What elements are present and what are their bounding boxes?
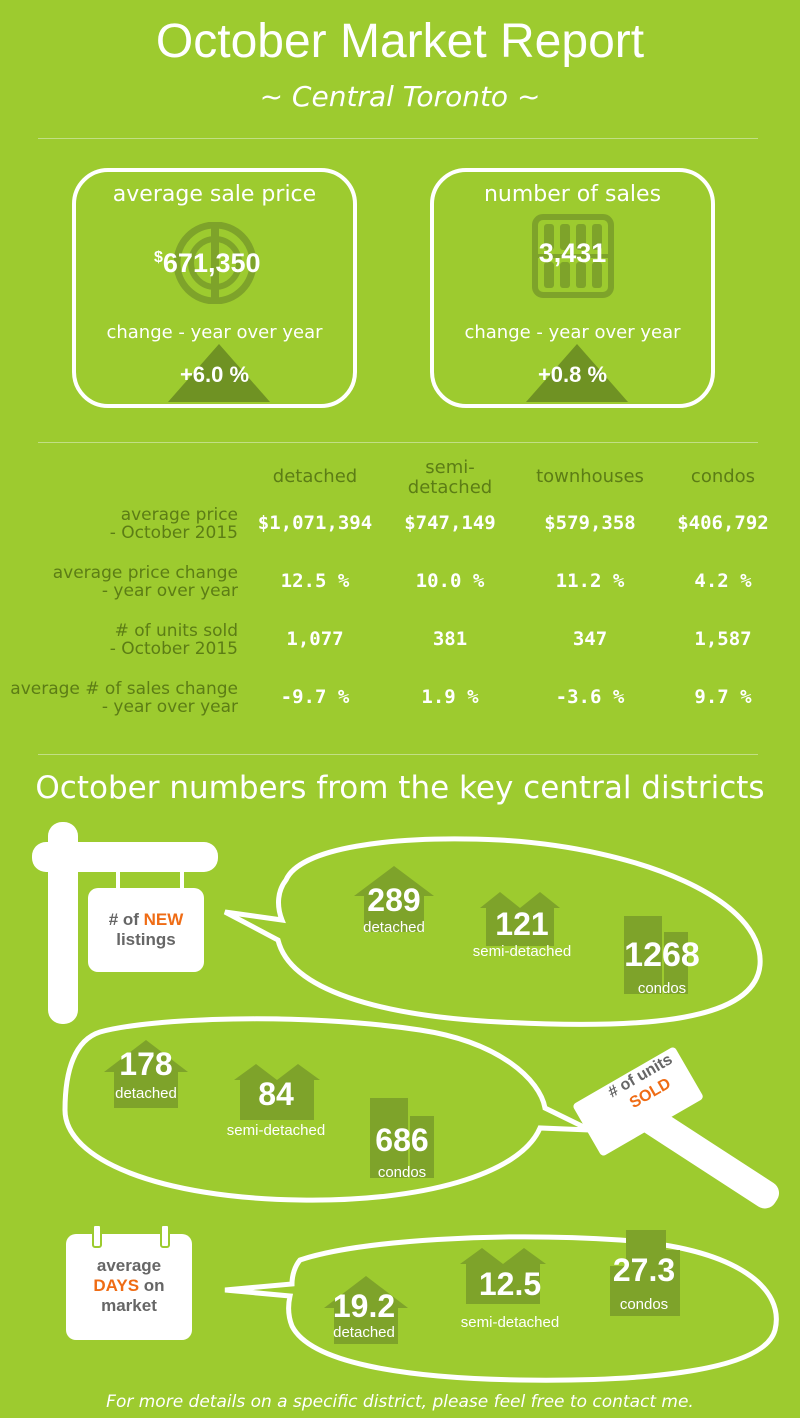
sign-line: listings xyxy=(116,930,176,949)
divider xyxy=(38,138,758,139)
calendar-ring xyxy=(160,1224,170,1248)
table-cell: 11.2 % xyxy=(555,570,625,592)
column-header: townhouses xyxy=(536,466,644,487)
up-arrow-icon xyxy=(168,344,270,402)
table-cell: 10.0 % xyxy=(415,570,485,592)
sales-change-value: +0.8 % xyxy=(537,362,608,387)
column-header: semi- detached xyxy=(407,457,493,498)
condo-building-icon xyxy=(370,1098,434,1178)
table-cell: 381 xyxy=(432,628,468,650)
table-cell: 4.2 % xyxy=(694,570,752,592)
row-label-line: - October 2015 xyxy=(109,523,238,543)
units-sold-detached-value: 178 xyxy=(119,1046,173,1082)
change-label: change - year over year xyxy=(464,322,681,343)
house-icon xyxy=(104,1040,188,1108)
number-of-sales-value: 3,431 xyxy=(538,238,607,268)
days-detached-label: detached xyxy=(333,1324,395,1341)
number-of-sales-card: number of sales 3,431 change - year over… xyxy=(430,168,715,408)
table-cell: $406,792 xyxy=(677,512,769,534)
condo-building-icon xyxy=(624,916,688,994)
row-label: average price - October 2015 xyxy=(0,506,238,542)
change-label: change - year over year xyxy=(106,322,323,343)
currency-symbol: $ xyxy=(154,249,163,266)
new-listings-condos-value: 1268 xyxy=(624,936,700,974)
up-arrow-icon xyxy=(526,344,628,402)
table-cell: 1,587 xyxy=(694,628,752,650)
card-title: average sale price xyxy=(112,182,317,207)
row-label: # of units sold - October 2015 xyxy=(0,622,238,658)
sign-accent: NEW xyxy=(143,910,184,929)
new-listings-semi-value: 121 xyxy=(495,906,549,942)
days-condos-value: 27.3 xyxy=(612,1252,676,1288)
sign-line: on xyxy=(139,1276,165,1295)
row-label-line: - year over year xyxy=(101,581,238,601)
row-label-line: - year over year xyxy=(101,697,238,717)
days-semi-value: 12.5 xyxy=(478,1266,542,1302)
row-label: average price change - year over year xyxy=(0,564,238,600)
divider xyxy=(38,754,758,755)
price-number: 671,350 xyxy=(162,248,261,278)
table-cell: 1,077 xyxy=(286,628,344,650)
page-subtitle: ~ Central Toronto ~ xyxy=(259,80,541,113)
semi-detached-house-icon xyxy=(234,1064,320,1120)
sign-text: # of units SOLD xyxy=(588,1040,703,1130)
units-sold-condos-label: condos xyxy=(377,1164,427,1181)
table-cell: 347 xyxy=(572,628,608,650)
days-detached-value: 19.2 xyxy=(332,1288,396,1324)
average-sale-price-value: $671,350 xyxy=(154,248,261,279)
semi-detached-house-icon xyxy=(480,892,560,946)
table-cell: 1.9 % xyxy=(421,686,479,708)
divider xyxy=(38,442,758,443)
new-listings-detached-value: 289 xyxy=(367,882,421,918)
sign-text: # of NEW listings xyxy=(88,910,204,950)
new-listings-condos-label: condos xyxy=(637,980,687,997)
table-cell: $1,071,394 xyxy=(257,512,373,534)
units-sold-semi-value: 84 xyxy=(258,1076,294,1112)
units-sold-sign: # of units SOLD xyxy=(586,1037,709,1140)
units-sold-semi-label: semi-detached xyxy=(226,1122,326,1139)
dollar-coin-icon xyxy=(174,222,256,304)
table-cell: 9.7 % xyxy=(694,686,752,708)
table-cell: -3.6 % xyxy=(555,686,625,708)
sign-prefix: # of xyxy=(108,910,144,929)
days-semi-label: semi-detached xyxy=(460,1314,560,1331)
new-listings-detached-label: detached xyxy=(363,919,425,936)
column-header: condos xyxy=(690,466,756,487)
row-label-line: average price xyxy=(120,505,238,525)
sign-accent: DAYS xyxy=(93,1276,140,1295)
column-header: detached xyxy=(272,466,358,487)
sign-line: market xyxy=(101,1296,157,1315)
row-label-line: # of units sold xyxy=(114,621,238,641)
house-icon xyxy=(324,1276,408,1344)
table-cell: 12.5 % xyxy=(280,570,350,592)
row-label: average # of sales change - year over yea… xyxy=(0,680,238,716)
house-icon xyxy=(354,866,434,932)
units-sold-detached-label: detached xyxy=(115,1085,177,1102)
days-condos-label: condos xyxy=(619,1296,669,1313)
new-listings-sign: # of NEW listings xyxy=(88,888,204,972)
new-listings-semi-label: semi-detached xyxy=(472,943,572,960)
footer-note: For more details on a specific district,… xyxy=(106,1392,694,1412)
price-change-value: +6.0 % xyxy=(179,362,250,387)
table-cell: $747,149 xyxy=(404,512,496,534)
semi-detached-house-icon xyxy=(460,1248,546,1304)
table-cell: -9.7 % xyxy=(280,686,350,708)
sign-text: average DAYS on market xyxy=(66,1256,192,1316)
table-cell: $579,358 xyxy=(544,512,636,534)
row-label-line: average price change xyxy=(52,563,238,583)
calendar-ring xyxy=(92,1224,102,1248)
page-title: October Market Report xyxy=(155,15,645,68)
days-on-market-calendar: average DAYS on market xyxy=(66,1224,192,1340)
condo-building-icon xyxy=(610,1230,680,1316)
units-sold-condos-value: 686 xyxy=(375,1122,429,1158)
sign-line: average xyxy=(96,1256,162,1275)
average-sale-price-card: average sale price $671,350 change - yea… xyxy=(72,168,357,408)
abacus-icon xyxy=(532,214,614,298)
districts-title: October numbers from the key central dis… xyxy=(35,770,765,806)
row-label-line: average # of sales change xyxy=(10,679,238,699)
row-label-line: - October 2015 xyxy=(109,639,238,659)
card-title: number of sales xyxy=(483,182,662,207)
